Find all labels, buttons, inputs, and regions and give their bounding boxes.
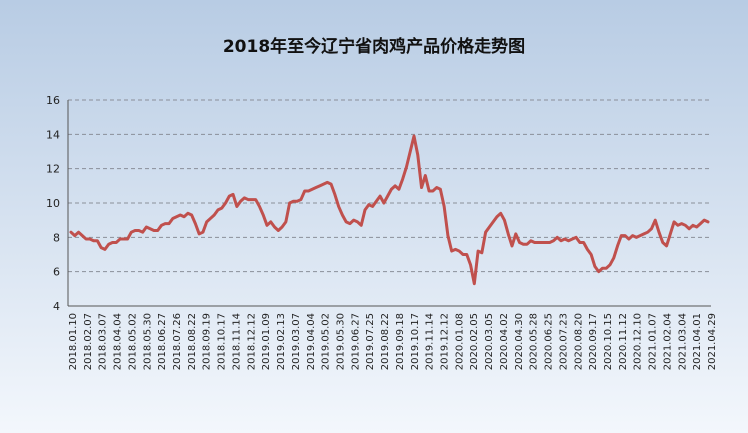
gridlines bbox=[68, 99, 711, 273]
x-tick-label: 2019.01.09 bbox=[261, 313, 272, 370]
series-line bbox=[69, 134, 710, 286]
x-tick-label: 2020.05.28 bbox=[529, 313, 540, 370]
x-tick-label: 2018.06.27 bbox=[157, 313, 168, 370]
x-tick-label: 2018.07.26 bbox=[172, 313, 183, 370]
y-tick-label: 4 bbox=[53, 300, 60, 313]
x-tick-label: 2021.01.07 bbox=[648, 313, 659, 370]
x-tick-label: 2019.07.25 bbox=[365, 313, 376, 370]
x-tick-label: 2019.04.04 bbox=[306, 313, 317, 370]
x-tick-label: 2018.03.07 bbox=[98, 313, 109, 370]
x-tick-label: 2018.05.30 bbox=[142, 313, 153, 370]
x-tick-label: 2018.08.22 bbox=[187, 313, 198, 370]
x-tick-label: 2021.04.01 bbox=[692, 313, 703, 370]
x-tick-label: 2018.04.04 bbox=[113, 313, 124, 370]
y-tick-label: 12 bbox=[46, 163, 60, 176]
x-tick-label: 2018.01.10 bbox=[68, 313, 79, 370]
x-tick-label: 2020.10.15 bbox=[603, 313, 614, 370]
x-tick-label: 2020.03.05 bbox=[484, 313, 495, 370]
y-tick-label: 10 bbox=[46, 197, 60, 210]
axes bbox=[67, 100, 711, 307]
chart-title: 2018年至今辽宁省肉鸡产品价格走势图 bbox=[223, 36, 525, 57]
x-tick-label: 2019.11.14 bbox=[425, 313, 436, 370]
x-tick-label: 2019.09.18 bbox=[395, 313, 406, 370]
x-tick-label: 2021.02.04 bbox=[662, 313, 673, 370]
x-tick-label: 2020.04.30 bbox=[514, 313, 525, 370]
x-tick-label: 2019.03.07 bbox=[291, 313, 302, 370]
y-tick-label: 14 bbox=[46, 128, 60, 141]
x-tick-label: 2018.05.02 bbox=[127, 313, 138, 370]
x-tick-label: 2018.02.07 bbox=[83, 313, 94, 370]
x-tick-label: 2019.02.13 bbox=[276, 313, 287, 370]
x-tick-label: 2019.12.12 bbox=[440, 313, 451, 370]
x-tick-label: 2020.11.12 bbox=[618, 313, 629, 370]
x-tick-label: 2019.08.22 bbox=[380, 313, 391, 370]
x-tick-label: 2020.06.25 bbox=[544, 313, 555, 370]
x-tick-label: 2018.12.12 bbox=[246, 313, 257, 370]
x-tick-label: 2021.03.04 bbox=[677, 313, 688, 370]
x-tick-label: 2018.10.17 bbox=[217, 313, 228, 370]
x-tick-label: 2020.12.10 bbox=[633, 313, 644, 370]
x-tick-label: 2020.01.08 bbox=[454, 313, 465, 370]
x-tick-label: 2019.10.17 bbox=[410, 313, 421, 370]
y-tick-label: 16 bbox=[46, 94, 60, 107]
x-tick-label: 2018.09.19 bbox=[202, 313, 213, 370]
x-tick-label: 2018.11.14 bbox=[231, 313, 242, 370]
y-tick-labels: 4 6 8 10 12 14 16 bbox=[46, 94, 60, 313]
y-tick-label: 8 bbox=[53, 231, 60, 244]
x-tick-label: 2019.05.30 bbox=[335, 313, 346, 370]
x-tick-label: 2021.04.29 bbox=[707, 313, 718, 370]
x-tick-label: 2019.05.02 bbox=[321, 313, 332, 370]
x-tick-label: 2020.07.23 bbox=[558, 313, 569, 370]
x-tick-label: 2020.08.20 bbox=[573, 313, 584, 370]
x-tick-labels: 2018.01.10 2018.02.07 2018.03.07 2018.04.04… bbox=[68, 313, 718, 370]
x-tick-label: 2020.09.17 bbox=[588, 313, 599, 370]
x-tick-label: 2020.04.02 bbox=[499, 313, 510, 370]
x-tick-label: 2020.02.05 bbox=[469, 313, 480, 370]
x-tick-label: 2019.06.27 bbox=[350, 313, 361, 370]
y-tick-label: 6 bbox=[53, 266, 60, 279]
